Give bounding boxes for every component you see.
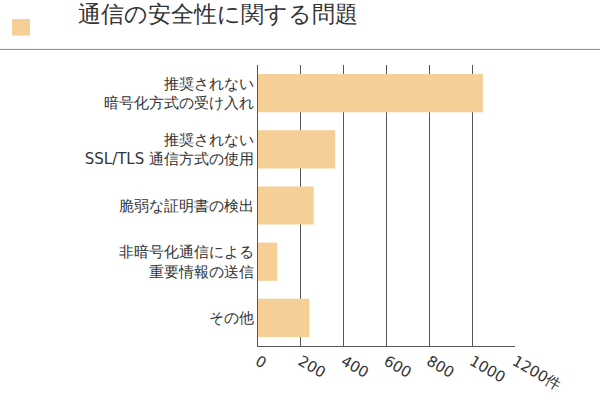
svg-text:1200件: 1200件: [509, 352, 564, 394]
svg-text:200: 200: [295, 352, 329, 382]
svg-text:推奨されないSSL/TLS 通信方式の使用: 推奨されないSSL/TLS 通信方式の使用: [85, 131, 254, 169]
svg-text:800: 800: [424, 352, 458, 382]
svg-text:その他: その他: [209, 309, 254, 327]
svg-text:600: 600: [381, 352, 415, 382]
svg-text:推奨されない暗号化方式の受け入れ: 推奨されない暗号化方式の受け入れ: [104, 75, 254, 113]
svg-text:0: 0: [252, 352, 269, 372]
svg-text:脆弱な証明書の検出: 脆弱な証明書の検出: [119, 197, 254, 215]
svg-text:通信の安全性に関する問題: 通信の安全性に関する問題: [78, 1, 358, 27]
svg-text:1000: 1000: [466, 352, 508, 387]
svg-text:400: 400: [338, 352, 372, 382]
svg-text:非暗号化通信による重要情報の送信: 非暗号化通信による重要情報の送信: [119, 243, 254, 281]
